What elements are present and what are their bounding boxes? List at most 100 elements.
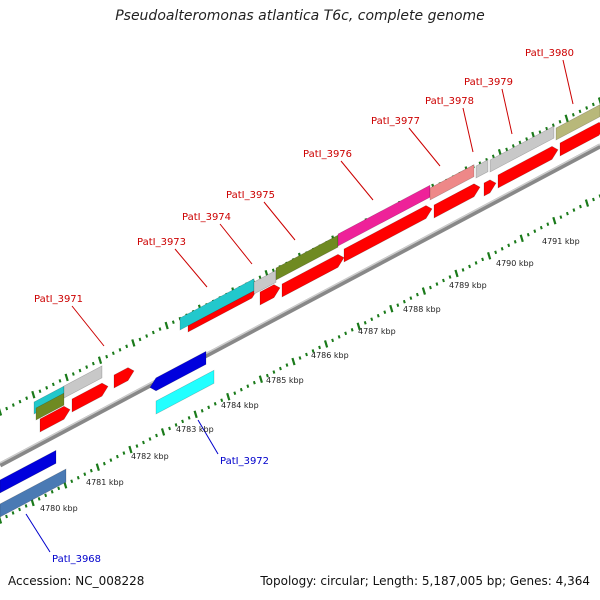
gene-label-bottom: PatI_3968: [52, 554, 101, 565]
lower-tick-dot: [572, 208, 576, 212]
upper-tick-dot: [585, 106, 589, 110]
upper-tick-dot: [151, 330, 155, 335]
lower-tick-dot: [95, 463, 100, 471]
upper-tick-dot: [491, 154, 495, 159]
gene-label-top: PatI_3974: [182, 212, 231, 223]
gene-label-top: PatI_3977: [371, 116, 420, 127]
gene-feature-blue: [149, 350, 207, 392]
upper-tick-dot: [78, 368, 82, 373]
lower-tick-dot: [239, 387, 243, 392]
lower-tick-dot: [233, 391, 237, 396]
scale-label: 4785 kbp: [266, 376, 304, 385]
lower-tick-dot: [383, 310, 387, 315]
lower-tick-dot: [533, 229, 537, 234]
lower-tick-dot: [226, 392, 231, 401]
lower-tick-dot: [376, 313, 380, 318]
lower-tick-dot: [513, 239, 517, 244]
gene-feature: [179, 278, 255, 331]
upper-tick-dot: [171, 320, 175, 324]
lower-tick-dot: [193, 410, 198, 419]
lower-tick-dot: [11, 511, 15, 515]
scale-label: 4791 kbp: [542, 237, 580, 246]
lower-tick-dot: [421, 287, 427, 295]
lower-tick-dot: [155, 433, 158, 438]
lower-tick-dot: [305, 352, 308, 357]
cds-feature: [433, 183, 481, 219]
label-leader-line: [340, 160, 374, 201]
backbone-line: [0, 143, 600, 468]
lower-tick-dot: [415, 292, 419, 297]
lower-tick-dot: [291, 357, 296, 366]
lower-tick-dot: [187, 416, 191, 420]
lower-tick-dot: [494, 250, 498, 255]
label-leader-line: [501, 88, 513, 135]
upper-tick-dot: [58, 379, 62, 383]
upper-tick-dot: [38, 389, 42, 394]
lower-tick-dot: [448, 275, 452, 279]
lower-tick-dot: [592, 197, 595, 202]
scale-label: 4790 kbp: [496, 259, 534, 268]
lower-tick-dot: [435, 282, 439, 286]
label-leader-line: [219, 223, 253, 265]
lower-tick-dot: [344, 331, 348, 336]
scale-label: 4781 kbp: [86, 478, 124, 487]
upper-tick-dot: [85, 365, 89, 369]
lower-tick-dot: [350, 328, 354, 332]
label-leader-line: [562, 59, 574, 105]
label-leader-line: [408, 127, 441, 167]
lower-tick-dot: [363, 320, 367, 325]
cds-feature: [559, 121, 600, 157]
upper-tick-dot: [158, 327, 162, 331]
lower-tick-dot: [0, 516, 3, 524]
scale-label: 4780 kbp: [40, 504, 78, 513]
lower-tick-dot: [507, 243, 511, 248]
cds-feature: [259, 284, 281, 306]
upper-tick-dot: [0, 408, 3, 416]
upper-tick-dot: [271, 268, 275, 273]
upper-tick-dot: [591, 102, 595, 107]
cds-feature: [71, 382, 109, 413]
upper-tick-dot: [105, 354, 109, 359]
lower-tick-dot: [142, 440, 145, 445]
upper-tick-dot: [18, 399, 22, 404]
upper-tick-dot: [551, 123, 555, 127]
lower-tick-dot: [213, 401, 217, 406]
upper-tick-dot: [71, 372, 75, 376]
lower-tick-dot: [323, 340, 329, 348]
upper-tick-dot: [45, 386, 49, 390]
lower-tick-dot: [115, 454, 119, 459]
upper-tick-dot: [578, 109, 582, 114]
upper-tick-dot: [538, 130, 542, 134]
lower-tick-dot: [298, 356, 302, 360]
lower-tick-dot: [168, 426, 171, 431]
lower-tick-dot: [57, 486, 61, 491]
lower-tick-dot: [83, 472, 87, 477]
label-leader-line: [197, 419, 219, 455]
lower-tick-dot: [442, 278, 445, 283]
upper-tick-dot: [571, 113, 575, 117]
label-leader-line: [462, 107, 474, 153]
lower-tick-dot: [200, 409, 204, 413]
lower-tick-dot: [481, 257, 485, 262]
lower-tick-dot: [37, 497, 41, 501]
scale-label: 4782 kbp: [131, 452, 169, 461]
lower-tick-dot: [181, 419, 185, 424]
lower-tick-dot: [546, 222, 550, 226]
gene-feature: [429, 164, 475, 201]
cds-feature: [39, 405, 71, 433]
lower-tick-dot: [44, 493, 48, 498]
upper-tick-dot: [518, 140, 522, 145]
lower-tick-dot: [519, 234, 524, 243]
lower-tick-dot: [318, 345, 321, 350]
cds-feature: [281, 253, 345, 298]
lower-tick-dot: [402, 299, 406, 304]
lower-tick-dot: [265, 373, 269, 378]
backbone-highlight: [0, 143, 600, 464]
lower-tick-dot: [311, 349, 315, 353]
upper-tick-dot: [597, 97, 600, 105]
lower-tick-dot: [220, 398, 224, 403]
upper-tick-dot: [145, 334, 149, 338]
scale-label: 4786 kbp: [311, 351, 349, 360]
features: [0, 104, 600, 518]
